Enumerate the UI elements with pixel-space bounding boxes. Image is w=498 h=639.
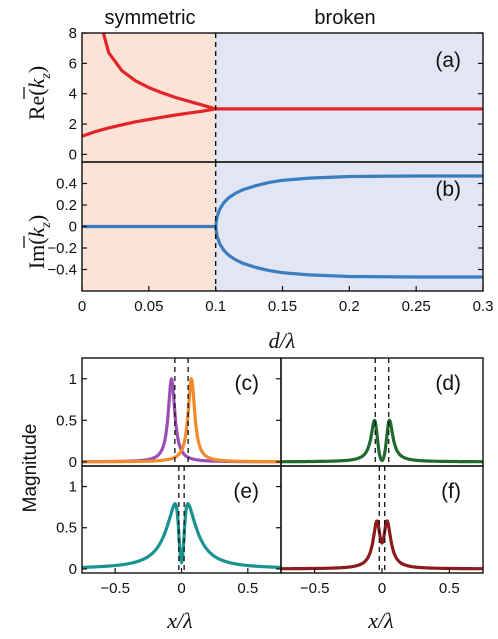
xtick-label-b-2: 0.1: [205, 298, 226, 315]
broken-label: broken: [314, 7, 375, 29]
ytick-label-e-2: 1: [69, 479, 77, 496]
ytick-label-b-4: 0.4: [56, 176, 77, 193]
ytick-label-b-0: −0.4: [47, 262, 77, 279]
panel-label-f: (f): [441, 480, 461, 503]
series-e-0: [82, 502, 281, 569]
xlabel-b: d/λ: [269, 328, 296, 353]
ytick-label-a-4: 8: [69, 25, 77, 42]
ytick-label-a-3: 6: [69, 55, 77, 72]
ytick-label-b-1: −0.2: [47, 240, 77, 257]
ytick-label-a-1: 2: [69, 116, 77, 133]
ytick-label-e-1: 0.5: [56, 520, 77, 537]
panel-label-e: (e): [233, 480, 259, 503]
xtick-label-b-1: 0.05: [134, 298, 163, 315]
xtick-label-e-2: 0.5: [237, 580, 258, 597]
xtick-label-b-4: 0.2: [339, 298, 360, 315]
xtick-label-f-2: 0.5: [439, 580, 460, 597]
series-b-1: [214, 174, 483, 229]
panels: 0 2 4 6 8 (a) −0.4 −0.2 0 0.2 0.4 0 0.05 0.1 0.15 0.2 0.…: [47, 25, 493, 597]
ytick-label-c-2: 1: [69, 371, 77, 388]
xlabel-e: x/λ: [166, 608, 192, 633]
series-d-0: [281, 418, 483, 464]
symmetric-label: symmetric: [104, 7, 195, 29]
panel-label-d: (d): [435, 372, 461, 395]
ylabel-a: Re(kz): [23, 66, 54, 120]
panel-label-b: (b): [435, 178, 461, 201]
xtick-label-b-5: 0.25: [402, 298, 431, 315]
panel-label-a: (a): [435, 49, 461, 72]
ytick-label-c-1: 0.5: [56, 412, 77, 429]
series-a-1: [82, 107, 218, 138]
ytick-label-a-0: 0: [69, 146, 77, 163]
xtick-label-b-6: 0.3: [473, 298, 494, 315]
panel-label-c: (c): [235, 372, 260, 395]
ytick-label-c-0: 0: [69, 454, 77, 471]
xtick-label-b-0: 0: [78, 298, 86, 315]
xtick-label-e-0: −0.5: [100, 580, 130, 597]
series-a-0: [101, 33, 483, 111]
xtick-label-f-1: 0: [378, 580, 386, 597]
ytick-label-e-0: 0: [69, 561, 77, 578]
xtick-label-e-1: 0: [177, 580, 185, 597]
series-b-2: [214, 224, 483, 279]
ytick-label-b-2: 0: [69, 219, 77, 236]
xtick-label-b-3: 0.15: [268, 298, 297, 315]
xtick-label-f-0: −0.5: [300, 580, 330, 597]
ytick-label-b-3: 0.2: [56, 197, 77, 214]
svg-text:Re(kz): Re(kz): [24, 66, 54, 120]
ytick-label-a-2: 4: [69, 86, 77, 103]
series-f-0: [281, 519, 483, 571]
xlabel-f: x/λ: [367, 608, 393, 633]
ylabel-magnitude: Magnitude: [20, 424, 41, 513]
series-c-1: [82, 377, 281, 464]
